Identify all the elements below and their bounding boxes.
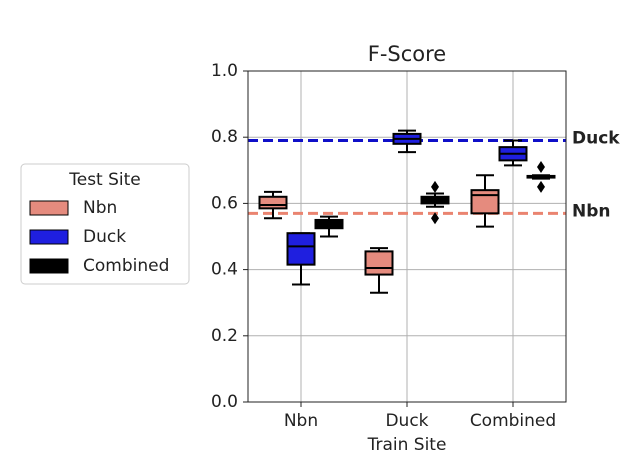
y-tick-label: 0.4 — [211, 260, 238, 280]
outlier — [537, 180, 545, 193]
legend-title: Test Site — [68, 170, 141, 190]
outlier — [431, 180, 439, 193]
legend-label: Nbn — [83, 198, 117, 218]
outlier — [431, 212, 439, 225]
box — [286, 232, 316, 266]
x-tick-label: Nbn — [284, 411, 318, 431]
legend-label: Duck — [83, 227, 126, 247]
y-tick-label: 0.8 — [211, 127, 238, 147]
plot-frame — [247, 70, 567, 403]
y-tick-label: 1.0 — [211, 61, 238, 81]
x-axis-label: Train Site — [367, 435, 447, 455]
y-tick-label: 0.6 — [211, 193, 238, 213]
y-tick-label: 0.2 — [211, 326, 238, 346]
y-tick-label: 0.0 — [211, 392, 238, 412]
legend-swatch — [29, 258, 69, 274]
legend-swatch — [29, 200, 69, 216]
reference-label: Nbn — [572, 201, 611, 221]
box — [258, 195, 288, 210]
box — [470, 189, 500, 215]
x-tick-label: Combined — [470, 411, 556, 431]
reference-label: Duck — [572, 129, 620, 149]
legend-swatch — [29, 229, 69, 245]
legend-frame — [20, 163, 190, 285]
box — [364, 250, 394, 276]
chart-title: F-Score — [368, 42, 446, 66]
legend-label: Combined — [83, 256, 169, 276]
outlier — [537, 160, 545, 173]
x-tick-label: Duck — [385, 411, 428, 431]
